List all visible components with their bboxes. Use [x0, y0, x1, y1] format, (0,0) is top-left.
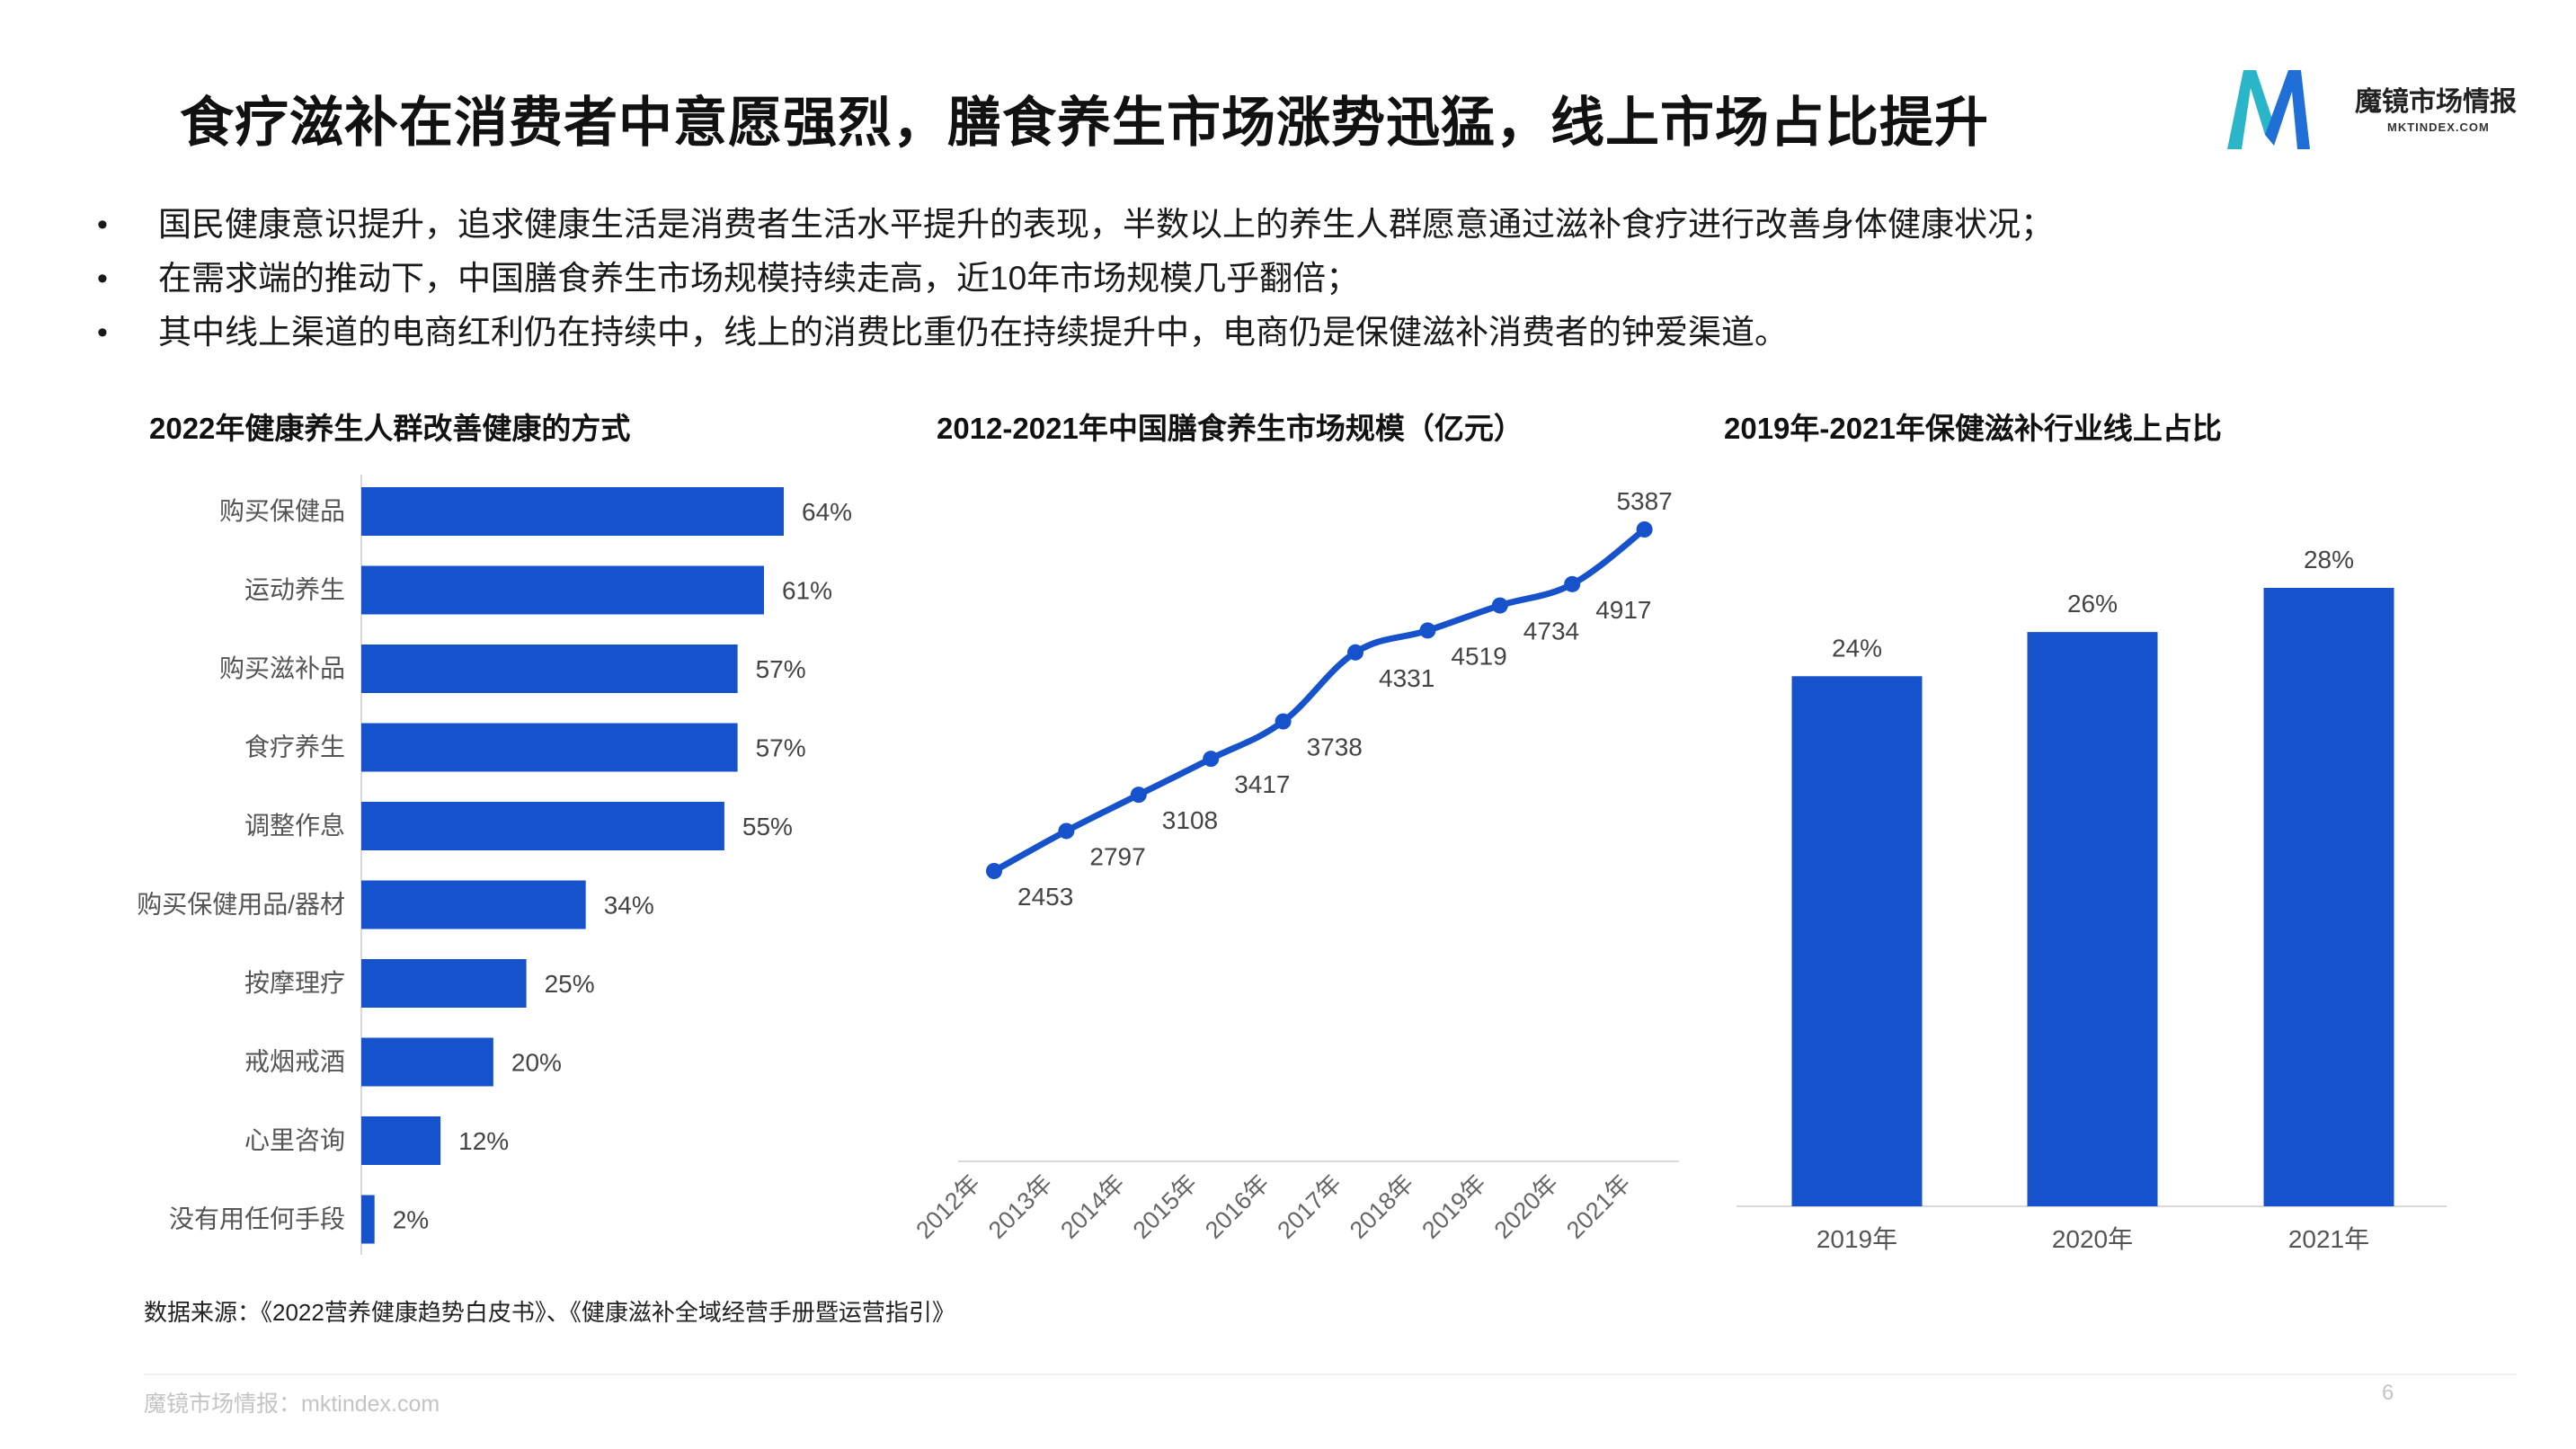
c1-data-label: 55%: [742, 813, 793, 840]
c1-bar: [361, 565, 764, 615]
c3-category-label: 2019年: [1817, 1225, 1897, 1253]
c1-data-label: 12%: [458, 1127, 509, 1155]
c1-bar: [361, 1116, 441, 1165]
c1-data-label: 57%: [756, 655, 806, 683]
c1-bar: [361, 1037, 493, 1087]
c2-point: [1564, 575, 1581, 592]
c2-point: [1419, 622, 1436, 639]
c2-data-label: 3417: [1234, 770, 1290, 798]
c1-category-label: 购买滋补品: [219, 654, 345, 682]
c2-tick-label: 2018年: [1345, 1169, 1419, 1244]
c2-data-label: 2797: [1089, 842, 1145, 870]
footer-divider: [144, 1373, 2517, 1375]
c1-category-label: 食疗养生: [244, 733, 345, 761]
c2-data-label: 5387: [1616, 487, 1672, 515]
c2-series-line: [990, 526, 1648, 875]
footer-text: 魔镜市场情报：mktindex.com: [144, 1391, 440, 1417]
c2-tick-label: 2013年: [983, 1169, 1058, 1244]
c2-data-label: 3108: [1162, 806, 1218, 834]
c1-bar: [361, 802, 724, 850]
c3-data-label: 28%: [2304, 546, 2354, 573]
c3-data-label: 24%: [1832, 634, 1882, 662]
c3-category-label: 2021年: [2288, 1225, 2369, 1253]
c2-data-label: 4917: [1595, 596, 1651, 624]
c1-bar: [361, 644, 738, 693]
c1-category-label: 购买保健用品/器材: [137, 891, 345, 919]
c1-category-label: 运动养生: [244, 576, 345, 604]
c1-bar: [361, 1195, 375, 1244]
c3-data-label: 26%: [2067, 590, 2118, 618]
data-source: 数据来源：《2022营养健康趋势白皮书》、《健康滋补全域经营手册暨运营指引》: [144, 1299, 955, 1326]
c2-point: [1203, 751, 1220, 768]
c1-data-label: 25%: [545, 970, 595, 998]
chart-title-health-methods: 2022年健康养生人群改善健康的方式: [149, 412, 631, 445]
c3-bar: [1791, 676, 1923, 1206]
chart-title-market-size: 2012-2021年中国膳食养生市场规模（亿元）: [937, 412, 1523, 445]
c2-tick-label: 2014年: [1055, 1169, 1130, 1244]
c2-data-label: 3738: [1307, 733, 1363, 761]
c2-point: [986, 863, 1002, 879]
c1-category-label: 调整作息: [244, 812, 345, 840]
c2-tick-label: 2016年: [1200, 1169, 1275, 1244]
bullet-list: 国民健康意识提升，追求健康生活是消费者生活水平提升的表现，半数以上的养生人群愿意…: [90, 198, 2054, 360]
c1-data-label: 34%: [604, 892, 654, 920]
c1-category-label: 戒烟戒酒: [244, 1048, 345, 1076]
c2-tick-label: 2017年: [1272, 1169, 1346, 1244]
c2-point: [1275, 713, 1292, 730]
c2-data-label: 4734: [1523, 618, 1579, 645]
c2-data-label: 4519: [1451, 642, 1506, 670]
logo-name: 魔镜市场情报: [2355, 87, 2517, 117]
c1-bar: [361, 723, 738, 772]
c1-data-label: 2%: [393, 1206, 429, 1234]
c1-data-label: 64%: [802, 498, 852, 526]
c2-point: [1491, 597, 1508, 614]
c2-data-label: 4331: [1379, 664, 1435, 692]
c2-tick-label: 2020年: [1489, 1169, 1564, 1244]
c1-data-label: 20%: [511, 1049, 562, 1077]
logo-m-right-icon: [2265, 70, 2310, 149]
c2-tick-label: 2015年: [1128, 1169, 1203, 1244]
c1-category-label: 心里咨询: [244, 1126, 345, 1154]
c1-bar: [361, 487, 784, 536]
c1-category-label: 购买保健品: [219, 497, 345, 525]
page-number: 6: [2382, 1381, 2394, 1405]
c1-category-label: 没有用任何手段: [169, 1205, 345, 1233]
bullet-item: 其中线上渠道的电商红利仍在持续中，线上的消费比重仍在持续提升中，电商仍是保健滋补…: [90, 306, 2054, 360]
bullet-item: 在需求端的推动下，中国膳食养生市场规模持续走高，近10年市场规模几乎翻倍；: [90, 252, 2054, 306]
c3-bar: [2263, 588, 2394, 1206]
logo-mark: [2227, 70, 2310, 149]
c1-bar: [361, 959, 527, 1008]
c3-bar: [2027, 632, 2158, 1206]
c1-bar: [361, 880, 586, 929]
c2-point: [1636, 521, 1653, 538]
c2-point: [1347, 644, 1364, 661]
c2-tick-label: 2012年: [910, 1169, 985, 1244]
c1-data-label: 61%: [782, 577, 832, 605]
chart-title-online-share: 2019年-2021年保健滋补行业线上占比: [1724, 412, 2222, 445]
logo-domain: MKTINDEX.COM: [2387, 120, 2490, 134]
c2-point: [1130, 787, 1147, 804]
c1-category-label: 按摩理疗: [244, 969, 345, 997]
bullet-item: 国民健康意识提升，追求健康生活是消费者生活水平提升的表现，半数以上的养生人群愿意…: [90, 198, 2054, 252]
c2-tick-label: 2021年: [1561, 1169, 1636, 1244]
c2-tick-label: 2019年: [1417, 1169, 1491, 1244]
c2-data-label: 2453: [1017, 883, 1073, 911]
slide-title: 食疗滋补在消费者中意愿强烈，膳食养生市场涨势迅猛，线上市场占比提升: [180, 93, 1989, 153]
c2-point: [1058, 822, 1075, 840]
c3-category-label: 2020年: [2052, 1225, 2133, 1253]
logo-m-left-icon: [2227, 70, 2272, 149]
c1-data-label: 57%: [756, 734, 806, 762]
